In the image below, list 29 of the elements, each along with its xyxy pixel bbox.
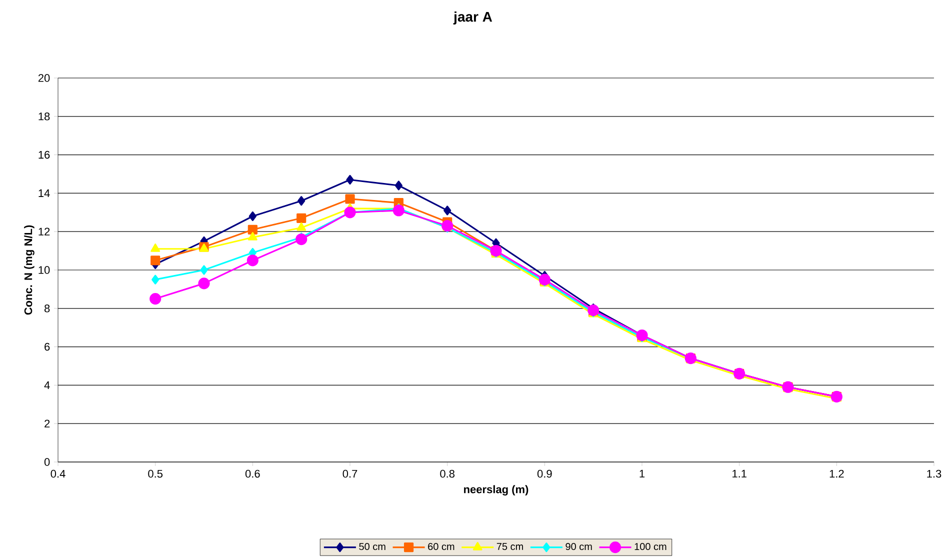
legend-label: 50 cm bbox=[359, 542, 386, 550]
y-tick-label: 0 bbox=[44, 458, 50, 466]
x-tick-label: 1.1 bbox=[732, 470, 746, 478]
x-tick-label: 1.2 bbox=[830, 470, 844, 478]
x-tick-label: 0.9 bbox=[537, 470, 552, 478]
x-tick-label: 0.7 bbox=[342, 470, 358, 478]
x-tick-label: 0.6 bbox=[245, 470, 260, 478]
y-tick-label: 4 bbox=[44, 381, 50, 389]
legend-label: 100 cm bbox=[634, 542, 666, 550]
y-tick-label: 6 bbox=[44, 342, 50, 351]
chart-title: jaar A bbox=[453, 11, 492, 25]
legend-label: 60 cm bbox=[428, 542, 454, 550]
x-tick-label: 1.3 bbox=[927, 470, 942, 478]
y-tick-label: 10 bbox=[38, 266, 50, 274]
legend-label: 75 cm bbox=[496, 543, 523, 550]
y-tick-label: 18 bbox=[38, 112, 50, 120]
y-tick-label: 16 bbox=[38, 150, 50, 159]
y-tick-label: 12 bbox=[38, 228, 50, 236]
x-tick-label: 0.4 bbox=[50, 470, 66, 478]
y-tick-label: 14 bbox=[38, 189, 50, 197]
x-tick-label: 0.8 bbox=[440, 470, 454, 478]
y-tick-label: 8 bbox=[44, 304, 50, 312]
x-axis-title: neerslag (m) bbox=[464, 485, 528, 496]
x-tick-label: 1 bbox=[640, 470, 645, 478]
y-axis-title: Conc. N (mg N/L) bbox=[24, 225, 34, 315]
y-tick-label: 20 bbox=[38, 74, 50, 82]
x-tick-label: 0.5 bbox=[148, 470, 163, 478]
legend-label: 90 cm bbox=[566, 542, 592, 550]
y-tick-label: 2 bbox=[44, 420, 50, 428]
